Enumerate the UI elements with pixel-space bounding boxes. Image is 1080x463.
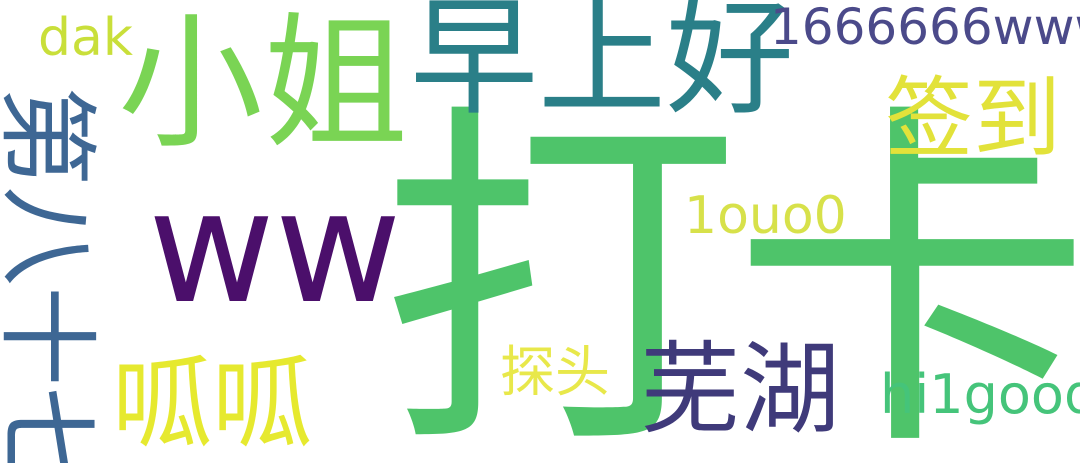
word-dak: dak xyxy=(38,8,133,68)
word-dibashiqi: 第八十七 xyxy=(0,86,105,463)
word-xiaojie: 小姐 xyxy=(118,0,408,169)
word-daka: 打卡 xyxy=(380,75,1080,463)
word-gugu: 呱呱 xyxy=(112,346,312,463)
word-wuhu: 芜湖 xyxy=(640,331,840,448)
word-qiandao: 签到 xyxy=(885,67,1062,170)
word-tantou: 探头 xyxy=(500,340,611,404)
word-1ouo0: 1ouo0 xyxy=(684,186,847,246)
word-ww: ww xyxy=(148,157,402,338)
word-hi1good: hi1good xyxy=(880,363,1080,426)
word-zaoshanghao: 早上好 xyxy=(410,0,795,133)
word-1666666www: 1666666www xyxy=(770,0,1080,56)
